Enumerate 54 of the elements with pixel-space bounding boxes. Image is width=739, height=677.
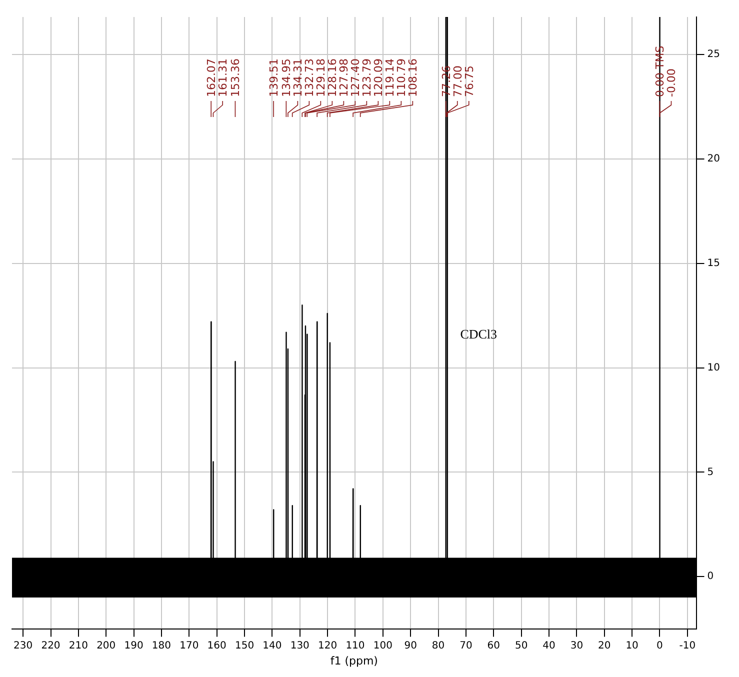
x-tick-label: 30: [570, 640, 584, 652]
annotation: 127.98: [338, 58, 351, 97]
annotation: 77.26: [440, 66, 453, 97]
x-tick-label: 230: [14, 640, 33, 652]
annotation: 77.00: [451, 66, 464, 97]
x-axis-title: f1 (ppm): [330, 654, 378, 668]
x-tick-label: 70: [460, 640, 472, 652]
x-tick-label: 130: [290, 640, 310, 652]
annotation: 76.75: [462, 66, 476, 97]
annotation: 110.79: [395, 58, 408, 97]
x-tick-label: 180: [152, 640, 172, 652]
annotation: 129.18: [314, 58, 328, 97]
y-tick-label: 5: [707, 466, 714, 478]
annotation: 119.14: [384, 58, 397, 97]
x-tick-label: 50: [514, 640, 528, 652]
annotation: 162.07: [205, 58, 218, 97]
x-tick-label: 170: [180, 640, 199, 652]
y-tick-label: 25: [707, 49, 720, 60]
y-tick-label: 15: [707, 258, 720, 269]
annotation: 120.09: [372, 58, 386, 97]
x-tick-label: 110: [346, 640, 365, 652]
annotation: 134.31: [292, 58, 305, 97]
x-tick-label: 90: [404, 640, 417, 652]
x-tick-label: 120: [318, 640, 338, 652]
x-tick-label: 80: [432, 640, 445, 652]
annotation: 0.00 TMS: [654, 46, 667, 97]
x-tick-label: 60: [487, 640, 500, 652]
y-tick-label: 0: [707, 571, 714, 582]
annotation: 161.31: [216, 58, 230, 97]
x-tick-label: 150: [234, 640, 254, 652]
y-tick-label: 10: [707, 362, 720, 374]
x-tick-label: 210: [68, 640, 88, 652]
annotation: 132.73: [303, 58, 316, 97]
x-tick-label: 40: [542, 640, 556, 652]
x-tick-label: -10: [679, 640, 696, 652]
annotation: CDCl3: [460, 326, 498, 342]
annotation: 123.79: [360, 58, 374, 97]
annotation: 127.40: [349, 58, 362, 97]
x-tick-label: 200: [96, 640, 116, 652]
x-tick-label: 10: [626, 640, 638, 652]
annotation: 139.51: [268, 58, 281, 97]
y-tick-label: 20: [707, 154, 720, 165]
x-tick-label: 160: [207, 640, 226, 652]
annotation: 134.95: [280, 58, 294, 97]
annotation: -0.00: [665, 68, 678, 97]
annotation: 108.16: [406, 58, 420, 97]
x-tick-label: 140: [262, 640, 282, 652]
x-tick-label: 100: [373, 640, 392, 652]
x-tick-label: 0: [656, 640, 663, 652]
annotation: 128.16: [326, 58, 340, 97]
x-tick-label: 220: [41, 640, 60, 652]
annotation: 153.36: [229, 58, 242, 97]
x-tick-label: 20: [598, 640, 611, 652]
x-tick-label: 190: [124, 640, 144, 652]
